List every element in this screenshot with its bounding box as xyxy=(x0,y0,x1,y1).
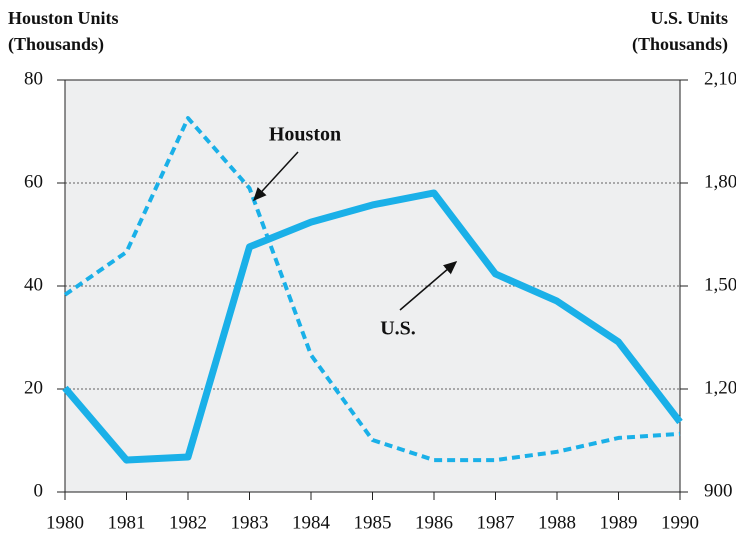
y2-tick-label: 1,500 xyxy=(704,274,736,295)
series-label: Houston xyxy=(269,124,341,146)
y-tick-label: 20 xyxy=(24,377,43,398)
y2-axis-label: (Thousands) xyxy=(632,34,728,55)
series-line xyxy=(62,189,683,464)
arrow xyxy=(252,151,299,202)
y-axis-label: (Thousands) xyxy=(8,34,104,55)
x-tick-label: 1980 xyxy=(46,512,84,533)
y2-axis-label: U.S. Units xyxy=(650,8,728,28)
x-tick-label: 1984 xyxy=(292,512,331,533)
x-tick-label: 1986 xyxy=(415,512,453,533)
x-tick-label: 1987 xyxy=(477,512,515,533)
x-tick-label: 1989 xyxy=(600,512,638,533)
x-tick-label: 1988 xyxy=(538,512,576,533)
y2-tick-label: 1,800 xyxy=(704,171,736,192)
x-tick-label: 1983 xyxy=(231,512,269,533)
x-tick-label: 1990 xyxy=(661,512,699,533)
y2-tick-label: 2,100 xyxy=(704,68,736,89)
series-label: U.S. xyxy=(380,318,416,340)
y-tick-label: 40 xyxy=(24,274,43,295)
y-tick-label: 60 xyxy=(24,171,43,192)
x-tick-label: 1981 xyxy=(108,512,146,533)
y2-tick-label: 900 xyxy=(704,480,733,501)
x-tick-label: 1985 xyxy=(354,512,392,533)
y2-tick-label: 1,200 xyxy=(704,377,736,398)
arrow xyxy=(399,261,458,311)
y-tick-label: 0 xyxy=(34,480,44,501)
y-tick-label: 80 xyxy=(24,68,43,89)
y-axis-label: Houston Units xyxy=(8,8,119,28)
x-tick-label: 1982 xyxy=(169,512,207,533)
series-line xyxy=(63,116,681,463)
